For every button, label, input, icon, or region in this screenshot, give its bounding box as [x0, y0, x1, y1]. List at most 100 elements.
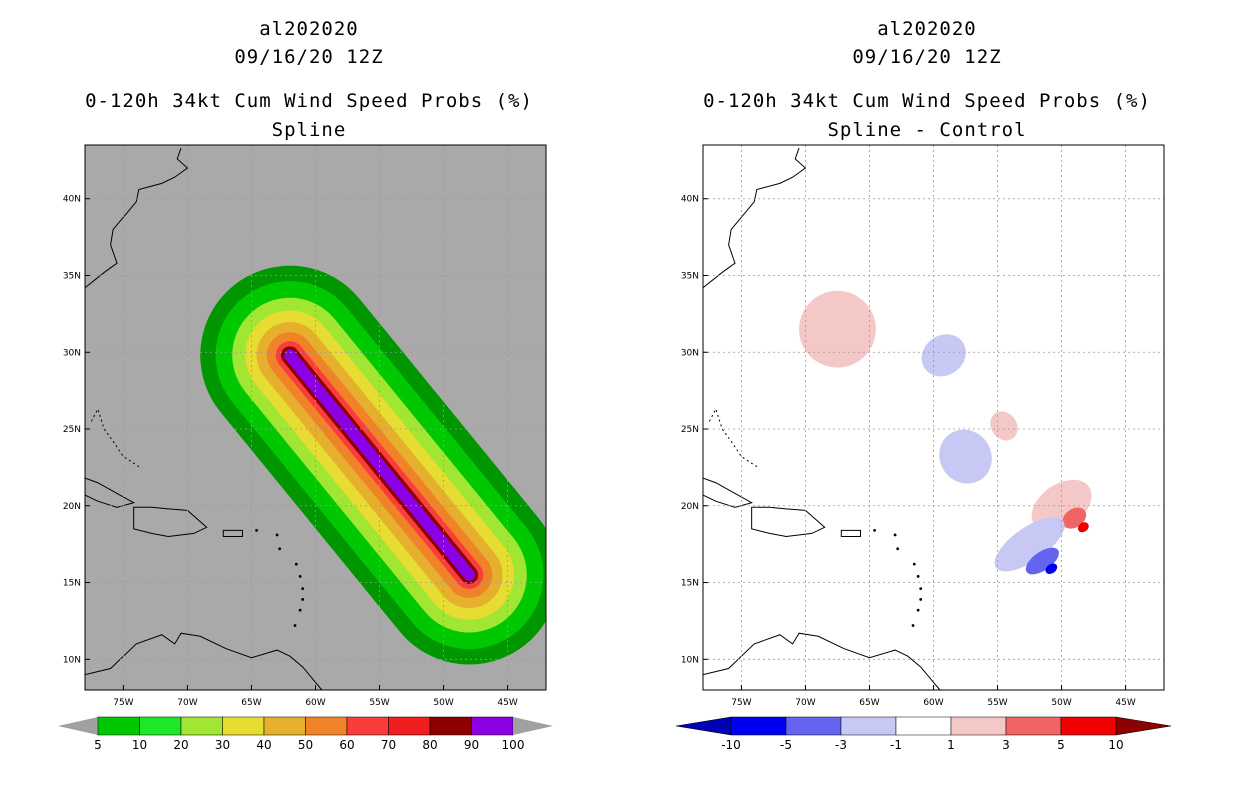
colorbar-segment — [429, 716, 472, 736]
puerto-rico-outline — [222, 529, 244, 537]
cuba-outline — [85, 477, 135, 508]
x-tick-label: 45W — [497, 698, 517, 708]
anomaly-positive-5-10 — [1077, 522, 1089, 533]
datetime-title: 09/16/20 12Z — [852, 46, 1002, 68]
colorbar-label: 40 — [256, 738, 271, 752]
colorbar-segment — [139, 716, 182, 736]
y-tick-label: 35N — [681, 271, 699, 281]
colorbar-label: -1 — [890, 738, 902, 752]
anomaly-positive-3-5 — [1062, 507, 1087, 529]
x-tick-label: 75W — [731, 698, 751, 708]
map-area — [85, 145, 546, 690]
us-east-coastline — [703, 147, 807, 289]
x-tick-label: 75W — [113, 698, 133, 708]
anomaly-positive-1-3 — [799, 290, 876, 368]
y-tick-label: 35N — [63, 271, 81, 281]
colorbar-segment — [895, 716, 952, 736]
y-tick-label: 25N — [681, 425, 699, 435]
colorbar-arrow-high — [1115, 716, 1172, 736]
hispaniola-outline — [133, 506, 208, 537]
y-tick-label: 20N — [63, 502, 81, 512]
x-tick-label: 65W — [859, 698, 879, 708]
colorbar-segment — [730, 716, 787, 736]
lesser-antilles-island — [873, 528, 876, 532]
anomaly-negative-1-3 — [939, 429, 992, 484]
bahamas-islands — [90, 407, 141, 468]
y-tick-label: 20N — [681, 502, 699, 512]
colorbar-label: 90 — [464, 738, 479, 752]
right-panel-spline-minus-control: al202020 09/16/20 12Z 0-120h 34kt Cum Wi… — [618, 0, 1236, 800]
y-tick-label: 30N — [63, 348, 81, 358]
anomaly-negative-1-3 — [994, 516, 1065, 572]
colorbar-segment — [97, 716, 140, 736]
y-tick-label: 15N — [681, 579, 699, 589]
colorbar-segment — [785, 716, 842, 736]
colorbar-segment — [263, 716, 306, 736]
colorbar-arrow-high — [513, 717, 553, 735]
lesser-antilles-island — [278, 547, 282, 551]
south-america-coastline — [85, 632, 323, 690]
lesser-antilles-island — [275, 533, 279, 537]
lesser-antilles-island — [916, 574, 920, 578]
chart-title: 0-120h 34kt Cum Wind Speed Probs (%) — [85, 90, 533, 112]
map-area — [703, 145, 1164, 690]
anomaly-positive-1-3 — [990, 411, 1018, 441]
anomaly-negative-3-5 — [1025, 547, 1059, 575]
colorbar-label: 20 — [173, 738, 188, 752]
colorbar-segment — [305, 716, 348, 736]
x-tick-label: 55W — [369, 698, 389, 708]
cuba-outline — [703, 477, 753, 508]
colorbar-segment — [471, 716, 514, 736]
x-tick-label: 70W — [795, 698, 815, 708]
colorbar-segment — [950, 716, 1007, 736]
x-tick-label: 55W — [987, 698, 1007, 708]
colorbar-label: 30 — [215, 738, 230, 752]
chart-subtitle: Spline - Control — [827, 119, 1027, 141]
y-tick-label: 40N — [63, 195, 81, 205]
puerto-rico-outline — [840, 529, 862, 537]
colorbar-arrow-low — [58, 717, 98, 735]
y-tick-label: 10N — [681, 655, 699, 665]
lesser-antilles-island — [911, 624, 915, 627]
chart-title: 0-120h 34kt Cum Wind Speed Probs (%) — [703, 90, 1151, 112]
datetime-title: 09/16/20 12Z — [234, 46, 384, 68]
left-panel-spline: al202020 09/16/20 12Z 0-120h 34kt Cum Wi… — [58, 18, 553, 752]
colorbar-label: 5 — [1057, 738, 1065, 752]
us-east-coastline — [85, 147, 189, 289]
colorbar-segment — [1005, 716, 1062, 736]
lesser-antilles-island — [919, 587, 923, 591]
storm-id-title: al202020 — [259, 18, 359, 40]
colorbar-label: 80 — [422, 738, 437, 752]
chart-subtitle: Spline — [271, 119, 347, 141]
lesser-antilles-island — [301, 587, 305, 591]
colorbar-label: 100 — [502, 738, 525, 752]
colorbar-segment — [1060, 716, 1117, 736]
lesser-antilles-island — [916, 608, 920, 612]
colorbar-label: 10 — [132, 738, 147, 752]
hispaniola-outline — [751, 506, 826, 537]
colorbar-segment — [388, 716, 431, 736]
lesser-antilles-island — [294, 562, 298, 566]
y-tick-label: 15N — [63, 579, 81, 589]
colorbar-label: -5 — [780, 738, 792, 752]
colorbar-label: 1 — [947, 738, 955, 752]
storm-id-title: al202020 — [877, 18, 977, 40]
colorbar-arrow-low — [675, 716, 732, 736]
lesser-antilles-island — [298, 574, 302, 578]
colorbar-segment — [346, 716, 389, 736]
lesser-antilles-island — [298, 608, 302, 612]
x-tick-label: 50W — [433, 698, 453, 708]
lesser-antilles-island — [255, 528, 258, 532]
colorbar-label: 50 — [298, 738, 313, 752]
colorbar-segment — [222, 716, 265, 736]
x-tick-label: 60W — [923, 698, 943, 708]
colorbar-label: 70 — [381, 738, 396, 752]
y-tick-label: 40N — [681, 195, 699, 205]
colorbar-label: 3 — [1002, 738, 1010, 752]
bahamas-islands — [708, 407, 759, 468]
anomaly-negative-5-10 — [1045, 563, 1058, 574]
x-tick-label: 45W — [1115, 698, 1135, 708]
lesser-antilles-island — [301, 598, 305, 601]
x-tick-label: 50W — [1051, 698, 1071, 708]
x-tick-label: 65W — [241, 698, 261, 708]
